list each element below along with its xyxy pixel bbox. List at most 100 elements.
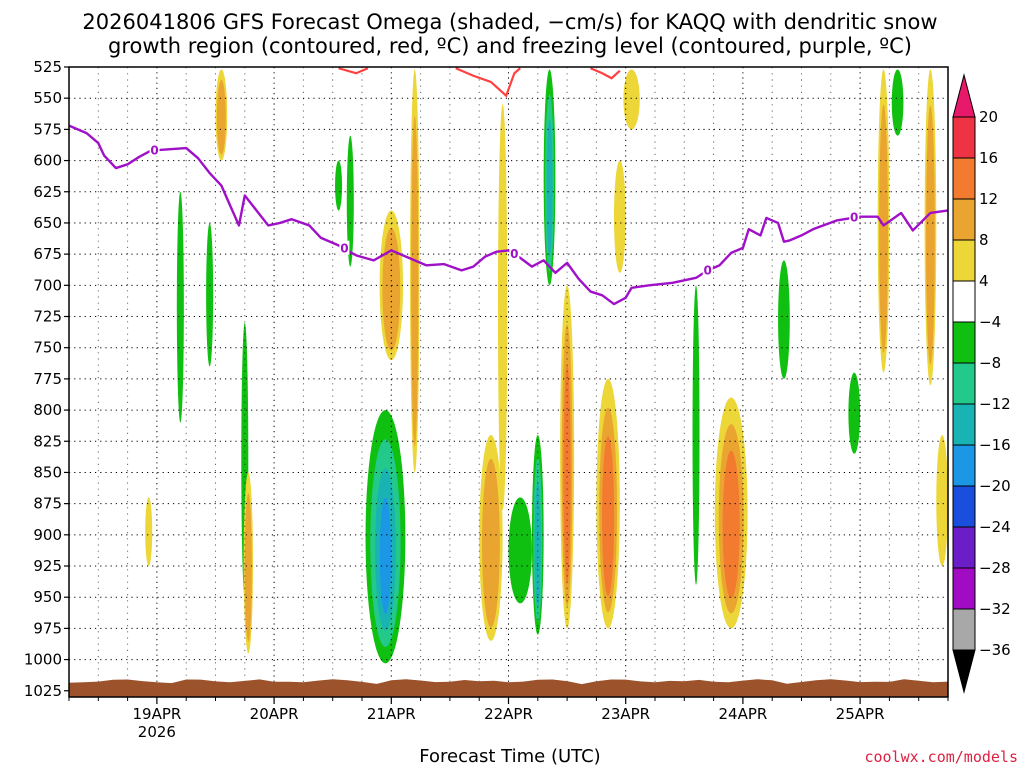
colorbar-label-11: −28 [979,559,1011,577]
colorbar-swatch-4 [952,280,976,323]
freezing-label-bg-1 [339,240,350,255]
omega-cell-15-level-2 [925,105,935,365]
credit-text: coolwx.com/models [864,748,1018,766]
colorbar-swatch-11 [952,567,976,610]
y-tick-label-725: 725 [33,308,62,326]
y-tick-label-1000: 1000 [24,651,62,669]
x-tick-label-22APR: 22APR [484,705,533,723]
y-tick-label-825: 825 [33,432,62,450]
freezing-level-label-1: 0 [340,242,348,256]
omega-cell-19-level-1 [206,222,214,367]
y-tick-label-750: 750 [33,339,62,357]
y-tick-label-625: 625 [33,183,62,201]
colorbar-label-4: 4 [979,272,989,290]
freezing-label-bg-2 [509,246,520,261]
freezing-label-bg-4 [849,209,860,224]
omega-cell-27-level-1 [692,285,700,585]
colorbar-label-0: 20 [979,108,998,126]
y-tick-label-575: 575 [33,120,62,138]
omega-shading-layer [145,69,948,664]
colorbar-swatch-0 [952,116,976,159]
colorbar-swatch-9 [952,485,976,528]
omega-cell-11-level-1 [778,260,790,379]
omega-cell-1-level-2 [382,227,401,351]
y-axis: 525 550 575 600 625 650 675 700 725 750 775 800 825 8… [24,58,69,700]
freezing-level-label-0: 0 [150,143,158,157]
freezing-label-bg-3 [702,262,713,277]
colorbar-label-10: −24 [979,518,1011,536]
colorbar-label-9: −20 [979,477,1011,495]
colorbar-swatch-2 [952,198,976,241]
freezing-level-layer: 0 0 0 0 0 [68,124,949,306]
chart-title-line-2: growth region (contoured, red, ºC) and f… [108,34,912,58]
omega-cell-13-level-2 [879,104,888,353]
x-tick-label-19APR: 19APR [132,705,181,723]
colorbar-label-8: −16 [979,436,1011,454]
omega-cell-9-level-1 [613,160,626,273]
y-tick-label-775: 775 [33,370,62,388]
y-tick-label-550: 550 [33,89,62,107]
ground-surface [69,679,948,697]
omega-cell-8-level-3 [602,436,615,596]
dendritic-region-layer [338,67,621,98]
colorbar-swatch-12 [952,608,976,651]
y-tick-label-975: 975 [33,619,62,637]
omega-cell-3-level-2 [482,458,500,628]
omega-cell-12-level-1 [848,372,861,454]
omega-cell-21-level-2 [244,493,252,642]
freezing-label-bg-0 [149,142,160,157]
colorbar-swatch-6 [952,362,976,405]
omega-cell-23-level-1 [346,135,354,267]
x-tick-label-23APR: 23APR [601,705,650,723]
colorbar-swatch-3 [952,239,976,282]
omega-cell-17-level-2 [216,79,226,155]
colorbar-bottom-arrow [952,649,976,694]
colorbar-label-13: −36 [979,641,1011,659]
colorbar-label-5: −4 [979,313,1001,331]
y-tick-label-650: 650 [33,214,62,232]
x-axis-label: Forecast Time (UTC) [419,746,600,767]
x-tick-sublabel-19APR: 2026 [138,723,176,741]
y-tick-label-875: 875 [33,495,62,513]
colorbar: 20 16 12 8 4 −4 −8 −12 −16 −20 −24 −28 −32 −36 [952,73,1011,694]
omega-cell-25-level-1 [497,104,508,510]
colorbar-label-2: 12 [979,190,998,208]
y-tick-label-675: 675 [33,245,62,263]
freezing-level-label-2: 0 [510,247,518,261]
omega-cell-22-level-1 [335,160,343,211]
freezing-level-label-4: 0 [850,211,858,225]
y-tick-label-600: 600 [33,152,62,170]
colorbar-top-arrow [952,73,976,118]
dendritic-contour-2 [590,67,621,80]
colorbar-swatch-7 [952,403,976,446]
colorbar-label-6: −8 [979,354,1001,372]
ground-layer [69,679,948,697]
omega-cell-26-level-1 [623,69,640,130]
colorbar-swatch-8 [952,444,976,487]
y-tick-label-525: 525 [33,58,62,76]
colorbar-swatch-10 [952,526,976,569]
colorbar-label-1: 16 [979,149,998,167]
omega-cell-10-level-3 [722,450,740,599]
freezing-level-label-3: 0 [704,263,712,277]
colorbar-label-7: −12 [979,395,1011,413]
y-tick-label-950: 950 [33,588,62,606]
omega-cell-5-level-1 [508,497,532,604]
y-tick-label-900: 900 [33,526,62,544]
colorbar-label-12: −32 [979,600,1011,618]
y-tick-label-925: 925 [33,557,62,575]
omega-cell-2-level-2 [411,115,419,447]
omega-cell-0-level-4 [379,497,392,614]
chart-title-line-1: 2026041806 GFS Forecast Omega (shaded, −… [82,10,937,34]
y-tick-label-700: 700 [33,276,62,294]
x-tick-label-25APR: 25APR [836,705,885,723]
y-tick-label-1025: 1025 [24,682,62,700]
x-tick-label-21APR: 21APR [367,705,416,723]
y-tick-label-850: 850 [33,463,62,481]
colorbar-label-3: 8 [979,231,989,249]
colorbar-swatch-1 [952,157,976,200]
x-tick-label-24APR: 24APR [718,705,767,723]
colorbar-swatch-5 [952,321,976,364]
